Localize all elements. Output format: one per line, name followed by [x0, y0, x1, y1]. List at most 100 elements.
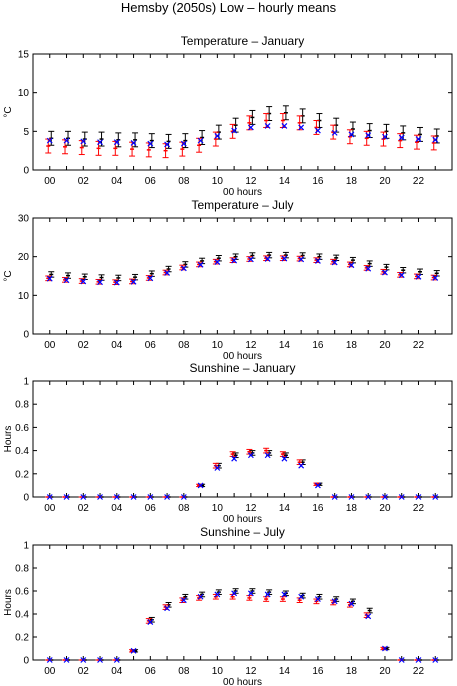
data-point — [147, 140, 154, 147]
x-axis-label: 00 hours — [223, 351, 262, 362]
data-point — [264, 122, 271, 129]
x-tick-label: 04 — [111, 340, 123, 351]
x-tick-label: 02 — [78, 340, 90, 351]
chart-panel-4: Sunshine – July 0 0.2 0.4 0.6 0.8 1 00 02 04 06 08 1… — [3, 525, 453, 686]
data-point — [180, 597, 187, 604]
data-point — [432, 657, 439, 663]
data-point — [264, 452, 271, 459]
data-point — [113, 139, 120, 146]
x-tick-label: 08 — [178, 503, 190, 514]
x-tick-label: 06 — [145, 503, 157, 514]
y-axis-label: Hours — [3, 426, 14, 453]
x-tick-label: 14 — [279, 503, 291, 514]
data-point — [130, 494, 137, 500]
data-point — [97, 657, 103, 663]
data-point — [197, 137, 204, 144]
data-point — [197, 261, 204, 268]
data-point — [314, 257, 321, 264]
data-point — [348, 262, 355, 269]
x-tick-label: 04 — [111, 176, 123, 187]
x-tick-label: 00 — [44, 503, 56, 514]
x-axis-label: 00 hours — [223, 677, 262, 686]
x-tick-label: 10 — [212, 176, 224, 187]
x-tick-label: 20 — [379, 666, 391, 677]
y-axis-label: Hours — [3, 589, 14, 616]
x-tick-label: 04 — [111, 666, 123, 677]
data-point — [164, 269, 171, 276]
series-blue — [46, 590, 439, 663]
x-tick-label: 08 — [178, 666, 190, 677]
x-tick-label: 08 — [178, 340, 190, 351]
data-point — [331, 494, 338, 500]
data-point — [231, 455, 238, 462]
series-blue — [46, 255, 439, 286]
data-point — [113, 494, 120, 500]
data-point — [298, 462, 305, 469]
data-point — [147, 275, 154, 282]
data-point — [113, 657, 120, 663]
x-tick-label: 16 — [312, 503, 324, 514]
x-tick-label: 14 — [279, 176, 291, 187]
axes-frame — [32, 217, 453, 335]
data-point — [415, 494, 422, 500]
data-point — [432, 494, 439, 500]
data-point — [281, 455, 288, 462]
data-point — [314, 127, 321, 134]
panel-title: Sunshine – January — [189, 361, 295, 375]
x-tick-label: 12 — [245, 666, 257, 677]
data-point — [214, 591, 221, 598]
data-point — [314, 482, 321, 489]
data-point — [264, 591, 271, 598]
data-point — [415, 273, 422, 280]
x-tick-label: 02 — [78, 503, 90, 514]
data-point — [180, 140, 187, 147]
y-tick-label: 30 — [18, 214, 30, 225]
series-black — [48, 450, 440, 498]
axes-frame — [32, 380, 453, 498]
x-tick-label: 02 — [78, 666, 90, 677]
data-point — [46, 137, 53, 144]
data-point — [180, 494, 187, 500]
data-point — [130, 647, 137, 654]
data-point — [46, 275, 53, 282]
x-tick-label: 12 — [245, 340, 257, 351]
data-point — [398, 657, 405, 663]
y-tick-label: 0.2 — [15, 633, 29, 644]
x-tick-label: 20 — [379, 176, 391, 187]
x-tick-label: 00 — [44, 666, 56, 677]
x-tick-label: 06 — [145, 666, 157, 677]
data-point — [281, 591, 288, 598]
data-point — [63, 657, 70, 663]
series-red — [45, 593, 437, 661]
data-point — [398, 494, 405, 500]
data-point — [365, 613, 372, 620]
data-point — [331, 598, 338, 605]
y-tick-label: 10 — [18, 88, 30, 99]
x-tick-label: 12 — [245, 503, 257, 514]
data-point — [365, 265, 372, 272]
data-point — [348, 600, 355, 607]
series-red — [45, 447, 437, 498]
x-tick-label: 06 — [145, 176, 157, 187]
panel-title: Temperature – January — [181, 34, 304, 48]
x-tick-label: 10 — [212, 666, 224, 677]
x-tick-label: 16 — [312, 340, 324, 351]
data-point — [164, 494, 171, 500]
data-point — [382, 645, 388, 652]
x-tick-label: 12 — [245, 176, 257, 187]
data-point — [130, 140, 137, 146]
y-tick-label: 0.6 — [15, 423, 29, 434]
series-red — [45, 113, 437, 159]
x-tick-label: 20 — [379, 340, 391, 351]
x-tick-label: 08 — [178, 176, 190, 187]
y-tick-label: 0.8 — [15, 400, 29, 411]
x-tick-label: 00 — [44, 176, 56, 187]
data-point — [63, 494, 70, 500]
y-tick-label: 1 — [23, 541, 29, 552]
series-blue — [46, 122, 439, 148]
data-point — [298, 124, 305, 131]
y-axis-label: °C — [3, 270, 14, 281]
x-tick-label: 06 — [145, 340, 157, 351]
y-tick-label: 0.4 — [15, 446, 29, 457]
panel-title: Sunshine – July — [200, 525, 285, 539]
